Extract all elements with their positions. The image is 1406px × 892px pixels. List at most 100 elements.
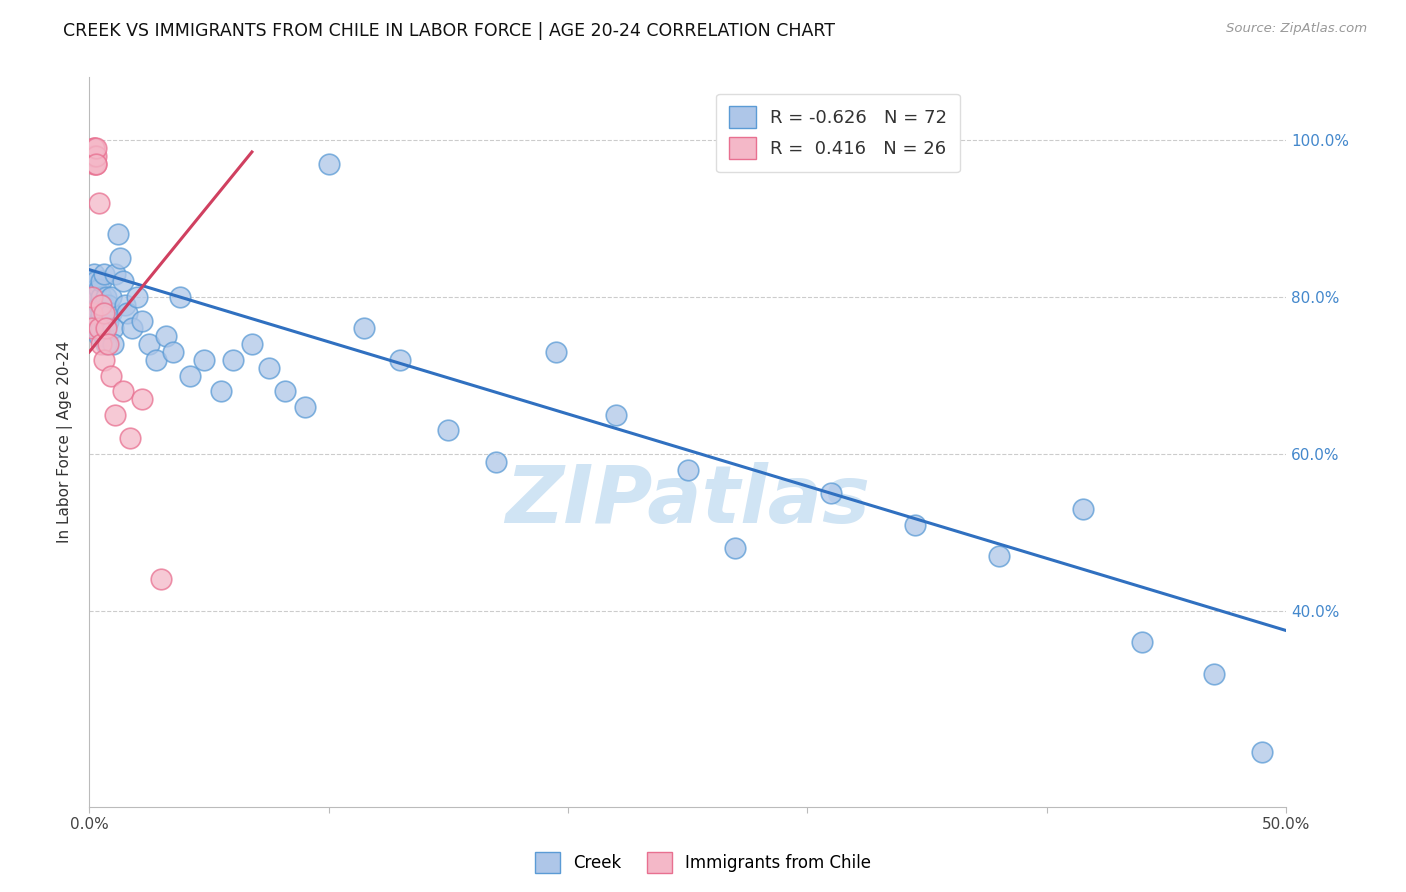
Point bbox=[93, 313, 115, 327]
Point bbox=[86, 274, 108, 288]
Point bbox=[86, 306, 108, 320]
Point bbox=[80, 282, 103, 296]
Point bbox=[274, 384, 297, 399]
Point bbox=[1204, 666, 1226, 681]
Point bbox=[83, 141, 105, 155]
Point bbox=[162, 345, 184, 359]
Point bbox=[86, 141, 108, 155]
Point bbox=[107, 227, 129, 242]
Point bbox=[131, 392, 153, 406]
Point bbox=[257, 360, 280, 375]
Point bbox=[987, 549, 1010, 563]
Point bbox=[94, 306, 117, 320]
Point bbox=[93, 329, 115, 343]
Point bbox=[87, 282, 110, 296]
Point bbox=[83, 267, 105, 281]
Point bbox=[93, 306, 115, 320]
Point bbox=[169, 290, 191, 304]
Point bbox=[87, 321, 110, 335]
Point bbox=[544, 345, 567, 359]
Point bbox=[94, 290, 117, 304]
Point bbox=[155, 329, 177, 343]
Point bbox=[179, 368, 201, 383]
Point bbox=[93, 267, 115, 281]
Point bbox=[1251, 745, 1274, 759]
Text: Source: ZipAtlas.com: Source: ZipAtlas.com bbox=[1226, 22, 1367, 36]
Point bbox=[820, 486, 842, 500]
Point bbox=[83, 141, 105, 155]
Point bbox=[80, 274, 103, 288]
Point bbox=[100, 290, 122, 304]
Point bbox=[83, 298, 105, 312]
Point bbox=[353, 321, 375, 335]
Point bbox=[131, 313, 153, 327]
Point bbox=[94, 337, 117, 351]
Point bbox=[97, 337, 120, 351]
Point bbox=[90, 337, 112, 351]
Point bbox=[121, 321, 143, 335]
Point bbox=[87, 196, 110, 211]
Text: ZIPatlas: ZIPatlas bbox=[505, 461, 870, 540]
Point bbox=[90, 290, 112, 304]
Point bbox=[90, 298, 112, 312]
Point bbox=[1071, 502, 1094, 516]
Point bbox=[86, 321, 108, 335]
Point bbox=[90, 274, 112, 288]
Point bbox=[87, 298, 110, 312]
Point bbox=[86, 290, 108, 304]
Point bbox=[149, 573, 172, 587]
Point bbox=[318, 157, 340, 171]
Point bbox=[111, 274, 134, 288]
Point bbox=[104, 408, 127, 422]
Point bbox=[90, 321, 112, 335]
Point bbox=[86, 282, 108, 296]
Point bbox=[101, 321, 124, 335]
Point bbox=[209, 384, 232, 399]
Point bbox=[87, 329, 110, 343]
Point bbox=[83, 313, 105, 327]
Point bbox=[83, 290, 105, 304]
Point bbox=[86, 157, 108, 171]
Point bbox=[83, 149, 105, 163]
Point bbox=[94, 321, 117, 335]
Point bbox=[125, 290, 148, 304]
Point bbox=[294, 400, 316, 414]
Point bbox=[118, 431, 141, 445]
Point bbox=[90, 306, 112, 320]
Point bbox=[93, 352, 115, 367]
Point bbox=[86, 157, 108, 171]
Legend: R = -0.626   N = 72, R =  0.416   N = 26: R = -0.626 N = 72, R = 0.416 N = 26 bbox=[716, 94, 960, 172]
Point bbox=[80, 306, 103, 320]
Point bbox=[193, 352, 215, 367]
Point bbox=[240, 337, 263, 351]
Point bbox=[1130, 635, 1153, 649]
Point bbox=[485, 455, 508, 469]
Point bbox=[101, 337, 124, 351]
Point bbox=[104, 267, 127, 281]
Point bbox=[83, 149, 105, 163]
Point bbox=[676, 463, 699, 477]
Point bbox=[83, 306, 105, 320]
Point bbox=[100, 368, 122, 383]
Point bbox=[437, 424, 460, 438]
Point bbox=[110, 251, 132, 265]
Point bbox=[93, 298, 115, 312]
Y-axis label: In Labor Force | Age 20-24: In Labor Force | Age 20-24 bbox=[58, 341, 73, 543]
Point bbox=[80, 290, 103, 304]
Point bbox=[86, 149, 108, 163]
Point bbox=[145, 352, 167, 367]
Point bbox=[389, 352, 412, 367]
Point bbox=[97, 313, 120, 327]
Point bbox=[87, 313, 110, 327]
Point bbox=[117, 306, 139, 320]
Point bbox=[111, 384, 134, 399]
Point bbox=[83, 157, 105, 171]
Point bbox=[114, 298, 136, 312]
Point bbox=[80, 321, 103, 335]
Point bbox=[904, 517, 927, 532]
Point bbox=[222, 352, 245, 367]
Legend: Creek, Immigrants from Chile: Creek, Immigrants from Chile bbox=[529, 846, 877, 880]
Point bbox=[100, 306, 122, 320]
Point bbox=[97, 298, 120, 312]
Text: CREEK VS IMMIGRANTS FROM CHILE IN LABOR FORCE | AGE 20-24 CORRELATION CHART: CREEK VS IMMIGRANTS FROM CHILE IN LABOR … bbox=[63, 22, 835, 40]
